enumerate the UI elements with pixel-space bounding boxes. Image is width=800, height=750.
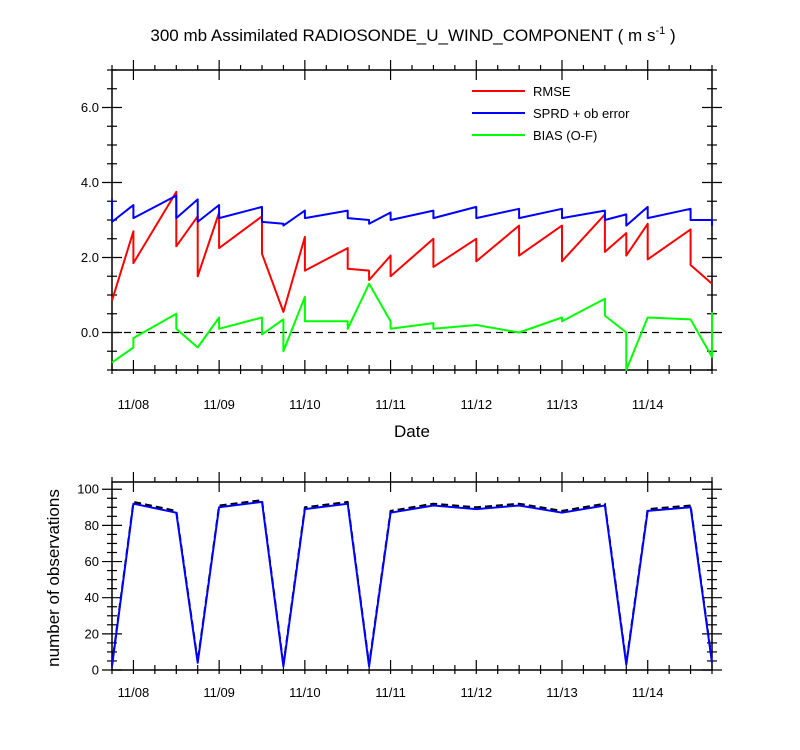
bottom-axis-ticks xyxy=(102,472,722,674)
x-tick-label: 11/14 xyxy=(632,685,664,700)
series-line-rmse xyxy=(111,190,713,313)
top-axis-ticks xyxy=(102,60,722,374)
legend-label: BIAS (O-F) xyxy=(533,128,597,143)
bottom-series-group xyxy=(111,499,713,668)
chart-title-end: ) xyxy=(665,26,675,45)
series-line-sprd-ob-error xyxy=(111,194,713,227)
bottom-axis-labels: 11/08 11/09 11/10 11/11 11/12 11/13 11/14 0 20 40… xyxy=(77,482,663,700)
legend-label: RMSE xyxy=(533,84,571,99)
x-tick-label: 11/12 xyxy=(460,397,492,412)
top-series-group xyxy=(111,190,713,371)
x-tick-label: 11/10 xyxy=(289,685,321,700)
y-tick-label: 4.0 xyxy=(81,175,99,190)
y-tick-label: 0.0 xyxy=(81,325,99,340)
y-tick-label: 100 xyxy=(77,482,99,497)
chart-title: 300 mb Assimilated RADIOSONDE_U_WIND_COM… xyxy=(150,25,675,45)
x-tick-label: 11/13 xyxy=(546,685,578,700)
chart-title-superscript: -1 xyxy=(655,25,665,37)
x-tick-label: 11/11 xyxy=(375,397,406,412)
y-tick-label: 40 xyxy=(85,590,99,605)
x-tick-label: 11/12 xyxy=(460,685,492,700)
y-tick-label: 0 xyxy=(92,663,99,678)
x-tick-label: 11/13 xyxy=(546,397,578,412)
y-tick-label: 2.0 xyxy=(81,250,99,265)
x-tick-label: 11/10 xyxy=(289,397,321,412)
y-tick-label: 60 xyxy=(85,554,99,569)
series-line-bias-o-f xyxy=(111,282,713,371)
x-axis-title: Date xyxy=(394,422,430,441)
x-tick-label: 11/11 xyxy=(375,685,406,700)
chart-title-main: 300 mb Assimilated RADIOSONDE_U_WIND_COM… xyxy=(150,26,655,45)
x-tick-label: 11/08 xyxy=(118,397,150,412)
y-tick-label: 20 xyxy=(85,626,99,641)
y-axis-title: number of observations xyxy=(44,489,63,667)
x-tick-label: 11/09 xyxy=(203,397,235,412)
x-tick-label: 11/09 xyxy=(203,685,235,700)
legend: RMSE SPRD + ob error BIAS (O-F) xyxy=(472,84,630,143)
x-tick-label: 11/08 xyxy=(118,685,150,700)
legend-label: SPRD + ob error xyxy=(533,106,630,121)
x-tick-label: 11/14 xyxy=(632,397,664,412)
y-tick-label: 6.0 xyxy=(81,100,99,115)
series-line-assimilated xyxy=(111,500,713,668)
bottom-plot-frame xyxy=(111,481,713,671)
top-axis-labels: 11/08 11/09 11/10 11/11 11/12 11/13 11/14 0.0 2.… xyxy=(81,100,664,412)
y-tick-label: 80 xyxy=(85,518,99,533)
